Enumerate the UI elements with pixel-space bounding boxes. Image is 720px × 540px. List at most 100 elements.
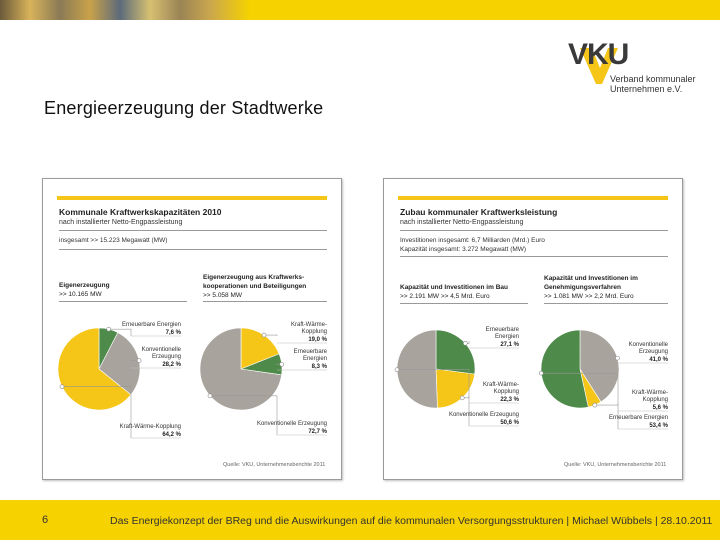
section-title-line2: kooperationen und Beteiligungen <box>203 283 307 290</box>
divider <box>59 249 327 250</box>
slice-label-erneuerbare-energien: Energien <box>303 356 327 362</box>
divider <box>59 301 187 302</box>
leader-dot <box>394 367 400 373</box>
leader-line <box>108 328 132 336</box>
logo-caption-line1: Verband kommunaler <box>610 74 696 84</box>
slice-label-konventionelle-erzeugung: Erzeugung <box>639 349 668 355</box>
slice-value-konventionelle-erzeugung: 72,7 % <box>308 429 327 435</box>
panel-title: Zubau kommunaler Kraftwerksleistung <box>400 207 558 217</box>
slice-value-erneuerbare-energien: 8,3 % <box>312 364 328 370</box>
slice-value-erneuerbare-energien: 27,1 % <box>500 342 519 348</box>
leader-dot <box>459 395 465 401</box>
panel-kraftwerkskapazitaeten: Kommunale Kraftwerkskapazitäten 2010 nac… <box>42 178 342 480</box>
slice-label-konventionelle-erzeugung: Erzeugung <box>152 354 181 360</box>
slice-label-kraft-waerme-kopplung: Kraft-Wärme- <box>291 322 327 328</box>
divider <box>400 256 668 257</box>
logo-caption: Verband kommunaler Unternehmen e.V. <box>610 74 696 94</box>
slice-label-kraft-waerme-kopplung: Kraft-Wärme-Kopplung <box>120 424 181 430</box>
section-value: >> 1.081 MW >> 2,2 Mrd. Euro <box>544 293 634 300</box>
leader-dot <box>207 393 213 399</box>
section-genehmigung: Kapazität und Investitionen im Genehmigu… <box>544 274 638 301</box>
section-value: >> 5.058 MW <box>203 292 243 299</box>
slice-value-konventionelle-erzeugung: 41,0 % <box>649 357 668 363</box>
panel-accent-bar <box>398 196 668 200</box>
slice-label-konventionelle-erzeugung: Konventionelle <box>142 347 182 353</box>
panel-accent-bar <box>57 196 327 200</box>
section-title-line1: Eigenerzeugung aus Kraftwerks- <box>203 274 305 281</box>
divider <box>400 303 528 304</box>
leader-dot <box>463 341 468 346</box>
section-title-line1: Kapazität und Investitionen im <box>544 275 638 282</box>
logo-caption-line2: Unternehmen e.V. <box>610 84 683 94</box>
leader-dot <box>261 332 267 338</box>
leader-dot <box>279 361 285 367</box>
vku-logo: VKU <box>568 38 629 84</box>
slice-label-kraft-waerme-kopplung: Kopplung <box>302 329 327 335</box>
section-title: Eigenerzeugung <box>59 282 110 289</box>
slice-label-erneuerbare-energien: Erneuerbare <box>486 327 520 333</box>
panel-title: Kommunale Kraftwerkskapazitäten 2010 <box>59 207 222 217</box>
leader-line <box>541 372 619 429</box>
leader-line <box>209 395 278 435</box>
slice-label-erneuerbare-energien: Erneuerbare Energien <box>122 322 181 328</box>
slice-label-konventionelle-erzeugung: Konventionelle Erzeugung <box>449 412 519 418</box>
slice-label-erneuerbare-energien: Erneuerbare Energien <box>609 415 668 421</box>
page-title: Energieerzeugung der Stadtwerke <box>44 98 324 118</box>
slice-label-kraft-waerme-kopplung: Kopplung <box>494 389 519 395</box>
divider <box>59 230 327 231</box>
vku-logo-mark: VKU <box>568 38 628 71</box>
footer-text: Das Energiekonzept der BReg und die Ausw… <box>110 515 713 527</box>
source-note: Quelle: VKU, Unternehmensberichte 2011 <box>223 462 326 468</box>
vku-logo-yellow-check <box>580 48 618 84</box>
leader-line <box>62 386 132 438</box>
banner-photo-strip <box>0 0 250 20</box>
panel-subtitle: nach installierter Netto-Engpassleistung <box>59 219 183 226</box>
top-banner <box>0 0 720 20</box>
panel-total-line2: Kapazität insgesamt: 3.272 Megawatt (MW) <box>400 246 527 253</box>
section-eigenerzeugung: Eigenerzeugung >> 10.165 MW <box>59 281 110 299</box>
section-title: Kapazität und Investitionen im Bau <box>400 284 508 291</box>
section-im-bau: Kapazität und Investitionen im Bau >> 2.… <box>400 283 508 301</box>
slice-value-kraft-waerme-kopplung: 19,0 % <box>308 337 327 343</box>
leader-dot <box>59 384 65 389</box>
slice-value-konventionelle-erzeugung: 28,2 % <box>162 362 181 368</box>
slice-label-erneuerbare-energien: Erneuerbare <box>294 349 328 355</box>
section-value: >> 2.191 MW >> 4,5 Mrd. Euro <box>400 293 490 300</box>
section-value: >> 10.165 MW <box>59 291 102 298</box>
leader-dot <box>538 370 544 376</box>
slide-number: 6 <box>42 514 49 526</box>
panel-total: Investitionen insgesamt: 6,7 Milliarden … <box>400 236 545 254</box>
panel-subtitle: nach installierter Netto-Engpassleistung <box>400 219 524 226</box>
leader-dot <box>615 355 620 361</box>
divider <box>203 301 327 302</box>
pie-slice-konventionelle-erzeugung <box>396 329 438 409</box>
source-note: Quelle: VKU, Unternehmensberichte 2011 <box>564 462 667 468</box>
slice-label-konventionelle-erzeugung: Konventionelle <box>629 342 669 348</box>
slice-value-kraft-waerme-kopplung: 5,6 % <box>653 405 669 411</box>
divider <box>400 230 668 231</box>
section-title-line2: Genehmigungsverfahren <box>544 284 621 291</box>
leader-line <box>397 369 470 426</box>
slice-label-erneuerbare-energien: Energien <box>495 334 519 340</box>
panel-total: insgesamt >> 15.223 Megawatt (MW) <box>59 237 168 244</box>
slice-value-konventionelle-erzeugung: 50,6 % <box>500 420 519 426</box>
leader-line <box>264 334 278 336</box>
slice-label-kraft-waerme-kopplung: Kraft-Wärme- <box>483 382 519 388</box>
leader-line <box>594 404 619 406</box>
section-kooperationen: Eigenerzeugung aus Kraftwerks- kooperati… <box>203 273 306 300</box>
panel-total-line1: Investitionen insgesamt: 6,7 Milliarden … <box>400 237 545 244</box>
footer-bar: 6 Das Energiekonzept der BReg und die Au… <box>0 500 720 540</box>
slice-label-konventionelle-erzeugung: Konventionelle Erzeugung <box>257 421 327 427</box>
slice-value-erneuerbare-energien: 7,6 % <box>166 330 182 336</box>
slice-label-kraft-waerme-kopplung: Kraft-Wärme- <box>632 390 668 396</box>
slice-value-kraft-waerme-kopplung: 22,3 % <box>500 397 519 403</box>
divider <box>544 303 668 304</box>
slice-label-kraft-waerme-kopplung: Kopplung <box>643 397 668 403</box>
leader-dot <box>136 358 142 363</box>
slice-value-kraft-waerme-kopplung: 64,2 % <box>162 432 181 438</box>
slice-value-erneuerbare-energien: 53,4 % <box>649 423 668 429</box>
pie-slice-erneuerbare-energien <box>435 329 476 375</box>
leader-dot <box>592 402 598 408</box>
